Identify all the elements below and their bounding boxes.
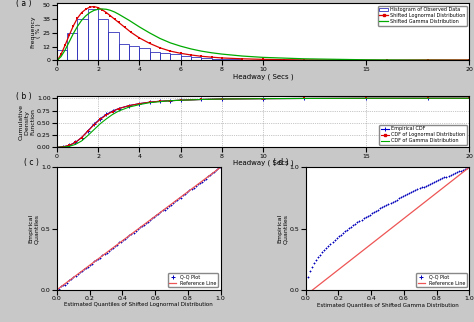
Bar bbox=[150, 52, 160, 61]
Bar bbox=[222, 59, 242, 61]
Bar bbox=[109, 32, 118, 61]
X-axis label: Headway ( Secs ): Headway ( Secs ) bbox=[233, 160, 293, 166]
Y-axis label: Cumulative
Density 
Function: Cumulative Density Function bbox=[19, 104, 36, 139]
Legend: Q-Q Plot, Reference Line: Q-Q Plot, Reference Line bbox=[416, 273, 467, 287]
Y-axis label: Empirical
Quantiles: Empirical Quantiles bbox=[29, 213, 39, 243]
Bar bbox=[160, 53, 170, 61]
Y-axis label: Frequency
 ( % ): Frequency ( % ) bbox=[30, 15, 41, 48]
Text: ( b ): ( b ) bbox=[16, 92, 31, 101]
Bar bbox=[366, 60, 407, 61]
Bar bbox=[57, 50, 67, 61]
Legend: Empirical CDF, CDF of Lognormal Distribution, CDF of Gamma Distribution: Empirical CDF, CDF of Lognormal Distribu… bbox=[379, 125, 467, 145]
Legend: Histogram of Observed Data, Shifted Lognormal Distribution, Shifted Gamma Distri: Histogram of Observed Data, Shifted Logn… bbox=[378, 6, 467, 25]
Bar bbox=[181, 55, 191, 61]
Text: ( c ): ( c ) bbox=[24, 157, 39, 166]
Bar bbox=[191, 57, 201, 61]
Legend: Q-Q Plot, Reference Line: Q-Q Plot, Reference Line bbox=[168, 273, 218, 287]
Bar bbox=[139, 48, 150, 61]
X-axis label: Estimated Quantiles of Shifted Lognormal Distribution: Estimated Quantiles of Shifted Lognormal… bbox=[64, 302, 213, 308]
Bar bbox=[242, 60, 263, 61]
Bar bbox=[129, 46, 139, 61]
Bar bbox=[77, 19, 88, 61]
Bar bbox=[263, 60, 283, 61]
Y-axis label: Empirical
Quantiles: Empirical Quantiles bbox=[277, 213, 288, 243]
Bar bbox=[407, 60, 469, 61]
Text: ( a ): ( a ) bbox=[16, 0, 31, 8]
Bar bbox=[283, 60, 366, 61]
Bar bbox=[170, 54, 181, 61]
Bar bbox=[201, 58, 211, 61]
X-axis label: Headway ( Secs ): Headway ( Secs ) bbox=[233, 73, 293, 80]
Bar bbox=[88, 9, 98, 61]
Bar bbox=[118, 44, 129, 61]
X-axis label: Estimated Quantiles of Shifted Gamma Distribution: Estimated Quantiles of Shifted Gamma Dis… bbox=[317, 302, 458, 308]
Bar bbox=[98, 19, 109, 61]
Text: ( d ): ( d ) bbox=[273, 157, 289, 166]
Bar bbox=[211, 59, 222, 61]
Bar bbox=[67, 33, 77, 61]
